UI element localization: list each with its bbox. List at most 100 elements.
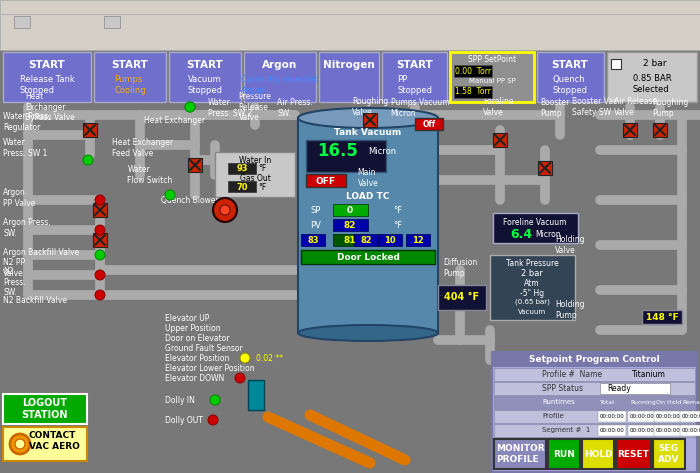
Bar	[0, 0, 700, 14]
Bar	[93, 203, 107, 217]
Text: Argon Backfill Valve: Argon Backfill Valve	[3, 247, 79, 256]
Text: OT: OT	[310, 236, 322, 245]
Text: Titanium: Titanium	[632, 369, 666, 378]
Text: 93: 93	[237, 164, 248, 173]
Text: RUN: RUN	[553, 449, 575, 458]
Text: 0.85 BAR
Selected: 0.85 BAR Selected	[633, 74, 671, 94]
Bar	[494, 368, 695, 381]
Bar	[450, 52, 534, 102]
Bar	[406, 234, 430, 246]
Bar	[228, 181, 256, 192]
Bar	[628, 425, 656, 436]
Bar	[492, 352, 697, 367]
Bar	[538, 161, 552, 175]
Text: Roughing
Pump: Roughing Pump	[652, 98, 688, 118]
Bar	[616, 439, 651, 469]
Bar	[306, 174, 346, 187]
Text: Argon
PP Valve: Argon PP Valve	[3, 188, 36, 208]
Text: Foreline Vacuum: Foreline Vacuum	[503, 218, 567, 227]
Text: 2 bar: 2 bar	[521, 269, 543, 278]
Text: N2
Press.
SW.: N2 Press. SW.	[3, 267, 26, 297]
Text: 00:00:00: 00:00:00	[682, 428, 700, 432]
Bar	[680, 425, 700, 436]
Text: °F: °F	[393, 220, 402, 229]
Text: 404 °F: 404 °F	[444, 292, 480, 302]
Circle shape	[185, 102, 195, 112]
Bar	[454, 65, 492, 77]
Text: START: START	[396, 60, 433, 70]
Text: 00:00:00: 00:00:00	[656, 428, 680, 432]
Circle shape	[95, 270, 105, 280]
Bar	[93, 233, 107, 247]
Text: LOAD TC: LOAD TC	[346, 192, 390, 201]
Text: Action: Action	[3, 2, 34, 12]
Text: MONITOR
PROFILE: MONITOR PROFILE	[496, 444, 545, 464]
Bar	[654, 411, 682, 422]
Text: 81: 81	[344, 236, 356, 245]
Bar	[653, 439, 685, 469]
Bar	[493, 213, 578, 243]
Text: SPP SetPoint: SPP SetPoint	[468, 55, 516, 64]
Text: Holding
Pump: Holding Pump	[555, 300, 584, 320]
Bar	[83, 123, 97, 137]
Text: Heat Exchanger: Heat Exchanger	[144, 115, 206, 124]
Text: 00:00:00: 00:00:00	[629, 428, 655, 432]
Text: Argon: Argon	[262, 60, 298, 70]
Text: (0.65 bar): (0.65 bar)	[514, 299, 550, 305]
Text: Water
Press. SW 2: Water Press. SW 2	[208, 98, 252, 118]
Text: Trend
Summary: Trend Summary	[94, 22, 130, 42]
Bar	[382, 52, 447, 102]
Text: Off: Off	[422, 120, 435, 129]
Bar	[14, 16, 30, 28]
Bar	[319, 52, 379, 102]
Ellipse shape	[298, 108, 438, 128]
Text: OFF: OFF	[316, 176, 336, 185]
Text: N2 PP
Valve: N2 PP Valve	[3, 258, 25, 278]
Text: Main
Overview: Main Overview	[4, 22, 40, 42]
Text: PP
Stopped: PP Stopped	[397, 75, 432, 95]
Circle shape	[95, 250, 105, 260]
Text: Pumps
Cooling: Pumps Cooling	[114, 75, 146, 95]
Bar	[438, 285, 486, 310]
Text: Water In: Water In	[239, 156, 271, 165]
Text: Currently selected
Argon: Currently selected Argon	[241, 75, 318, 95]
Text: 0.02 **: 0.02 **	[256, 353, 283, 362]
Circle shape	[210, 395, 220, 405]
Text: Dolly IN: Dolly IN	[165, 395, 195, 404]
Text: Tank Vacuum: Tank Vacuum	[335, 128, 402, 137]
Bar	[642, 310, 682, 324]
Bar	[378, 234, 402, 246]
Bar	[494, 439, 546, 469]
Bar	[333, 234, 368, 246]
Bar	[94, 52, 166, 102]
Text: °F: °F	[258, 164, 266, 173]
Text: RESET: RESET	[617, 449, 650, 458]
Text: 148 °F: 148 °F	[645, 313, 678, 322]
Bar	[494, 410, 695, 423]
Text: 2 bar: 2 bar	[643, 60, 666, 69]
Bar	[333, 219, 368, 231]
Text: 1.58  Torr: 1.58 Torr	[455, 88, 491, 96]
Text: Holding
Valve: Holding Valve	[555, 235, 584, 254]
Circle shape	[10, 434, 30, 454]
Text: PLC
Alarms: PLC Alarms	[386, 22, 414, 42]
Text: Runtimes: Runtimes	[542, 399, 575, 405]
Text: Cycle Start: Cycle Start	[147, 27, 189, 36]
Bar	[244, 52, 316, 102]
Bar	[582, 439, 614, 469]
Text: Pressure
Release
Valve: Pressure Release Valve	[239, 92, 272, 122]
Circle shape	[220, 205, 230, 215]
Text: Pumps Vacuum
Micron: Pumps Vacuum Micron	[391, 98, 449, 118]
Text: Door on Elevator: Door on Elevator	[165, 333, 230, 342]
Text: SPP Status: SPP Status	[542, 384, 583, 393]
Bar	[680, 411, 700, 422]
Text: 70: 70	[237, 183, 248, 192]
Text: Foreline
Valve: Foreline Valve	[483, 97, 513, 117]
Bar	[169, 52, 241, 102]
Text: Diffusion
Pump: Diffusion Pump	[443, 258, 477, 278]
Bar	[607, 52, 697, 102]
Text: Booster Vac
Safety SW: Booster Vac Safety SW	[573, 97, 617, 117]
Text: Air Release
Valve: Air Release Valve	[613, 97, 657, 117]
Circle shape	[165, 190, 175, 200]
Text: Vacuum: Vacuum	[518, 309, 546, 315]
